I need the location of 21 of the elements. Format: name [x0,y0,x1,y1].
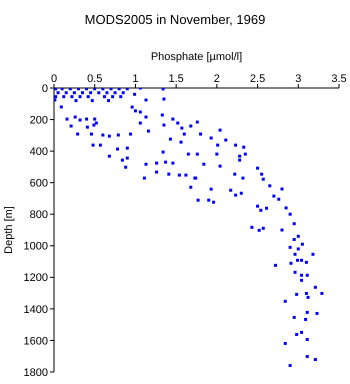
x-tick-label: 1 [132,73,138,85]
y-tick-label: 600 [30,178,48,190]
y-tick-label: 1800 [24,366,48,379]
x-tick-label: 0.5 [87,73,102,85]
x-tick-label: 2 [214,73,220,85]
x-tick-label: 3 [295,73,302,85]
y-tick-label: 400 [30,146,48,158]
y-tick-label: 1200 [24,272,48,284]
x-tick-label: 3.5 [331,73,347,85]
y-tick-label: 800 [30,209,48,222]
y-tick-label: 1400 [24,304,48,316]
y-axis-title: Depth [m] [2,206,15,254]
x-tick-label: 2.5 [250,73,266,85]
y-tick-label: 0 [42,82,48,95]
x-axis-title: Phosphate [µmol/l] [150,50,242,63]
chart-title: MODS2005 in November, 1969 [84,12,266,27]
y-tick-label: 1600 [24,335,48,348]
x-tick-label: 0 [50,73,58,85]
y-tick-label: 200 [30,114,48,126]
x-tick-label: 1.5 [168,73,184,85]
y-tick-label: 1000 [24,240,48,253]
